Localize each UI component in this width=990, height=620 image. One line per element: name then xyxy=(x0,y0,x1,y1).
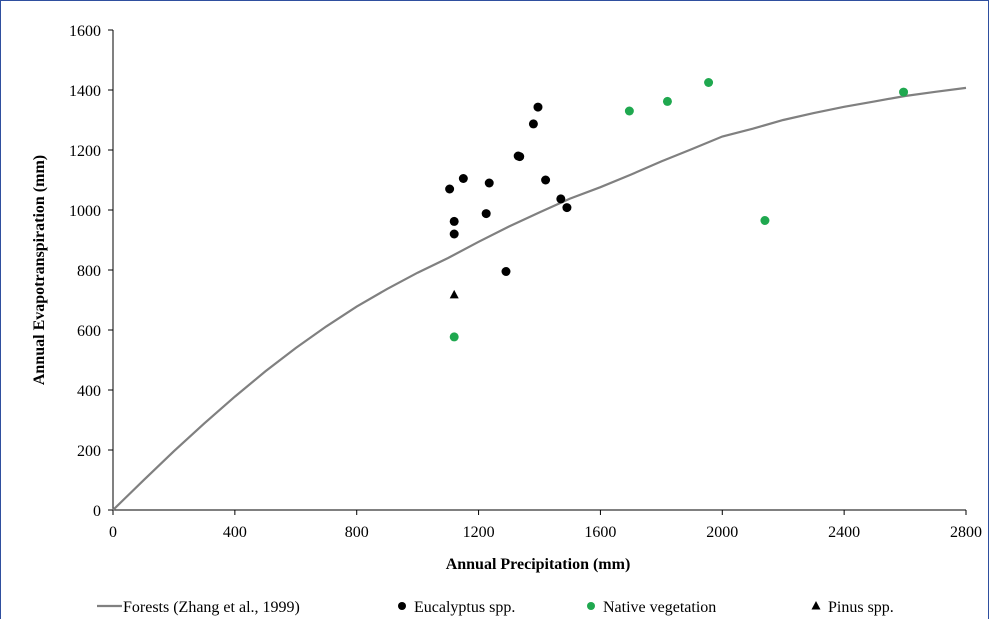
y-tick-label: 1200 xyxy=(69,143,101,160)
native-vegetation-point xyxy=(662,96,672,106)
eucalyptus-point xyxy=(458,174,468,183)
y-tick-label: 1400 xyxy=(69,83,101,100)
eucalyptus-point xyxy=(481,209,491,219)
y-tick-label: 200 xyxy=(77,443,101,460)
x-tick-label: 400 xyxy=(223,524,247,541)
eucalyptus-point xyxy=(445,184,455,194)
native-vegetation-point xyxy=(704,78,714,87)
legend-label: Forests (Zhang et al., 1999) xyxy=(123,599,300,616)
y-tick-label: 800 xyxy=(77,263,101,280)
native-vegetation-point xyxy=(899,87,909,97)
x-tick-label: 2000 xyxy=(706,524,738,541)
eucalyptus-point xyxy=(501,267,511,276)
forest-curve-group xyxy=(112,86,967,511)
x-axis-title: Annual Precipitation (mm) xyxy=(446,556,631,573)
eucalyptus-point xyxy=(562,203,572,213)
legend: Forests (Zhang et al., 1999) Eucalyptus s… xyxy=(97,599,894,616)
y-tick-label: 1000 xyxy=(69,203,101,220)
legend-swatch-native-vegetation xyxy=(587,602,595,610)
x-tick-label: 0 xyxy=(109,524,117,541)
x-tick-label: 1600 xyxy=(584,524,616,541)
axes xyxy=(108,29,967,515)
legend-swatch-eucalyptus xyxy=(398,602,406,610)
x-tick-label: 800 xyxy=(345,524,369,541)
eucalyptus-point xyxy=(449,229,459,239)
pinus-point xyxy=(449,289,459,299)
legend-label: Native vegetation xyxy=(603,599,716,616)
eucalyptus-point xyxy=(484,178,494,188)
eucalyptus-point xyxy=(556,194,566,204)
y-axis-title: Annual Evapotranspiration (mm) xyxy=(31,155,48,385)
tick-labels: 0 400 800 1200 1600 2000 2400 2800 0 200 400 600 800… xyxy=(69,23,982,541)
y-tick-label: 1600 xyxy=(69,23,101,40)
native-vegetation-point xyxy=(624,106,634,116)
eucalyptus-point xyxy=(449,216,459,226)
native-vegetation-point xyxy=(760,216,770,225)
x-tick-label: 2400 xyxy=(828,524,860,541)
eucalyptus-point xyxy=(515,152,525,162)
forest-curve-line xyxy=(112,86,967,511)
eucalyptus-point xyxy=(541,175,551,185)
y-tick-label: 600 xyxy=(77,323,101,340)
y-tick-label: 400 xyxy=(77,383,101,400)
eucalyptus-point xyxy=(533,102,543,112)
x-tick-label: 2800 xyxy=(950,524,982,541)
data-points xyxy=(445,78,909,342)
legend-swatch-pinus xyxy=(811,601,821,610)
legend-label: Eucalyptus spp. xyxy=(414,599,515,616)
eucalyptus-point xyxy=(528,119,538,129)
y-tick-label: 0 xyxy=(93,503,101,520)
x-tick-label: 1200 xyxy=(463,524,495,541)
legend-label: Pinus spp. xyxy=(828,599,894,616)
native-vegetation-point xyxy=(449,332,459,342)
